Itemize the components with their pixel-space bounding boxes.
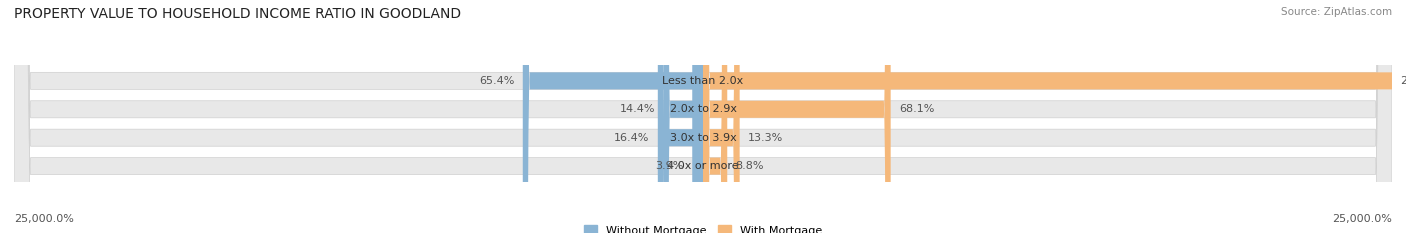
Text: 25,000.0%: 25,000.0%: [1331, 214, 1392, 224]
FancyBboxPatch shape: [658, 0, 703, 233]
FancyBboxPatch shape: [664, 0, 703, 233]
Text: PROPERTY VALUE TO HOUSEHOLD INCOME RATIO IN GOODLAND: PROPERTY VALUE TO HOUSEHOLD INCOME RATIO…: [14, 7, 461, 21]
Text: Less than 2.0x: Less than 2.0x: [662, 76, 744, 86]
FancyBboxPatch shape: [703, 0, 727, 233]
FancyBboxPatch shape: [14, 0, 1392, 233]
Text: 25,000.0%: 25,000.0%: [14, 214, 75, 224]
FancyBboxPatch shape: [14, 0, 1392, 233]
Legend: Without Mortgage, With Mortgage: Without Mortgage, With Mortgage: [579, 221, 827, 233]
Text: 3.0x to 3.9x: 3.0x to 3.9x: [669, 133, 737, 143]
Text: 2.0x to 2.9x: 2.0x to 2.9x: [669, 104, 737, 114]
Text: 65.4%: 65.4%: [479, 76, 515, 86]
Text: 68.1%: 68.1%: [898, 104, 935, 114]
Text: 16.4%: 16.4%: [614, 133, 650, 143]
FancyBboxPatch shape: [14, 0, 1392, 233]
Text: Source: ZipAtlas.com: Source: ZipAtlas.com: [1281, 7, 1392, 17]
FancyBboxPatch shape: [692, 0, 703, 233]
FancyBboxPatch shape: [703, 0, 740, 233]
FancyBboxPatch shape: [14, 0, 1392, 233]
FancyBboxPatch shape: [703, 0, 890, 233]
Text: 14.4%: 14.4%: [620, 104, 655, 114]
Text: 3.9%: 3.9%: [655, 161, 683, 171]
FancyBboxPatch shape: [703, 0, 1406, 233]
FancyBboxPatch shape: [523, 0, 703, 233]
Text: 22,100.8%: 22,100.8%: [1400, 76, 1406, 86]
Text: 13.3%: 13.3%: [748, 133, 783, 143]
Text: 8.8%: 8.8%: [735, 161, 763, 171]
Text: 4.0x or more: 4.0x or more: [668, 161, 738, 171]
